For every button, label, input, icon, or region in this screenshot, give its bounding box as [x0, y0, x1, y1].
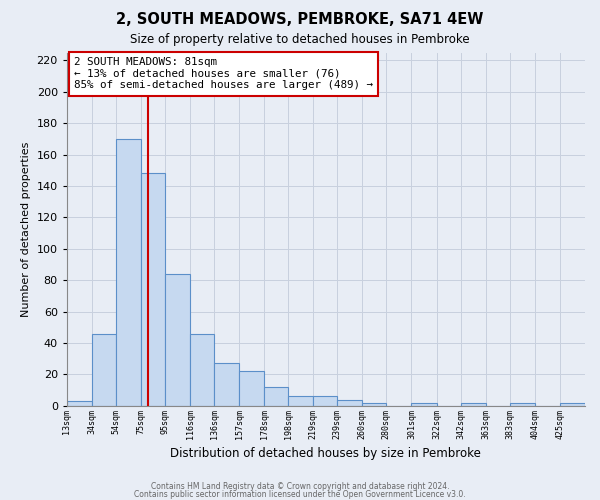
Bar [92, 334, 116, 406]
Bar [313, 396, 337, 406]
Bar [239, 372, 264, 406]
Bar [560, 402, 585, 406]
Text: 2, SOUTH MEADOWS, PEMBROKE, SA71 4EW: 2, SOUTH MEADOWS, PEMBROKE, SA71 4EW [116, 12, 484, 28]
Bar [141, 174, 165, 406]
Bar [362, 402, 386, 406]
Bar [67, 401, 92, 406]
Bar [461, 402, 485, 406]
Bar [412, 402, 437, 406]
Bar [337, 400, 362, 406]
Bar [509, 402, 535, 406]
Bar [165, 274, 190, 406]
Bar [116, 139, 141, 406]
X-axis label: Distribution of detached houses by size in Pembroke: Distribution of detached houses by size … [170, 447, 481, 460]
Text: Contains HM Land Registry data © Crown copyright and database right 2024.: Contains HM Land Registry data © Crown c… [151, 482, 449, 491]
Text: Contains public sector information licensed under the Open Government Licence v3: Contains public sector information licen… [134, 490, 466, 499]
Y-axis label: Number of detached properties: Number of detached properties [21, 142, 31, 317]
Text: Size of property relative to detached houses in Pembroke: Size of property relative to detached ho… [130, 32, 470, 46]
Bar [288, 396, 313, 406]
Text: 2 SOUTH MEADOWS: 81sqm
← 13% of detached houses are smaller (76)
85% of semi-det: 2 SOUTH MEADOWS: 81sqm ← 13% of detached… [74, 57, 373, 90]
Bar [190, 334, 214, 406]
Bar [264, 387, 288, 406]
Bar [214, 364, 239, 406]
